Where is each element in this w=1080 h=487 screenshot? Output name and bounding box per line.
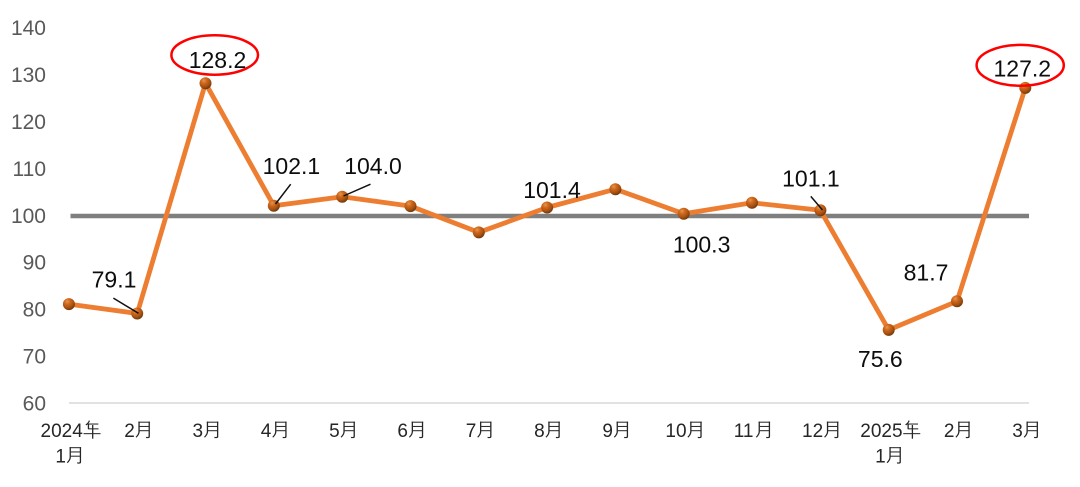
svg-text:70: 70	[23, 346, 46, 369]
svg-text:81.7: 81.7	[904, 259, 949, 285]
svg-text:10: 10	[665, 421, 686, 442]
svg-text:110: 110	[13, 158, 46, 181]
svg-text:5: 5	[329, 421, 340, 442]
svg-text:2024: 2024	[41, 421, 84, 442]
svg-text:130: 130	[11, 64, 46, 87]
svg-text:1: 1	[875, 447, 886, 468]
svg-text:127.2: 127.2	[994, 56, 1052, 82]
svg-text:79.1: 79.1	[92, 266, 137, 292]
svg-text:101.4: 101.4	[523, 177, 581, 203]
svg-text:120: 120	[11, 111, 46, 134]
svg-text:80: 80	[23, 299, 46, 322]
svg-text:60: 60	[23, 392, 46, 415]
svg-text:2: 2	[944, 421, 955, 442]
svg-text:12: 12	[802, 421, 823, 442]
svg-text:11: 11	[734, 421, 754, 442]
svg-text:104.0: 104.0	[344, 153, 402, 179]
svg-text:101.1: 101.1	[782, 166, 840, 192]
svg-text:2025: 2025	[860, 421, 902, 442]
svg-text:6: 6	[397, 421, 408, 442]
svg-text:100.3: 100.3	[673, 231, 731, 257]
svg-text:7: 7	[466, 421, 477, 442]
svg-text:75.6: 75.6	[858, 346, 903, 372]
svg-text:102.1: 102.1	[263, 153, 321, 179]
svg-text:3: 3	[1012, 421, 1023, 442]
svg-text:8: 8	[534, 421, 545, 442]
svg-text:140: 140	[11, 17, 46, 40]
svg-text:2: 2	[124, 421, 135, 442]
svg-text:4: 4	[261, 421, 272, 442]
svg-text:3: 3	[193, 421, 204, 442]
svg-text:100: 100	[11, 205, 46, 228]
svg-text:128.2: 128.2	[189, 47, 247, 73]
svg-text:9: 9	[602, 421, 613, 442]
svg-text:1: 1	[55, 447, 66, 468]
svg-text:90: 90	[23, 252, 46, 275]
